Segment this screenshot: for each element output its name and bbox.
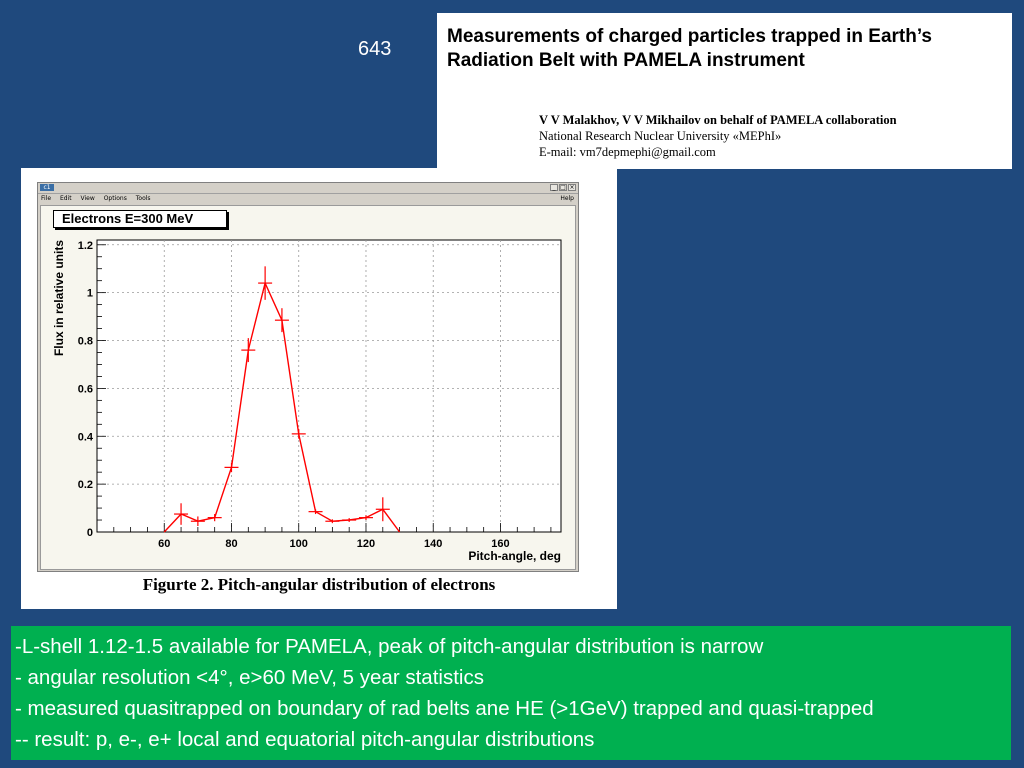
x-tick-label: 160 <box>491 538 509 550</box>
y-tick-label: 0.4 <box>78 431 94 443</box>
plot-frame <box>96 239 562 533</box>
paper-title-line-2: Radiation Belt with PAMELA instrument <box>447 50 805 71</box>
window-menubar: File Edit View Options Tools Help <box>38 194 578 203</box>
x-tick-label: 60 <box>158 538 170 550</box>
window-titlebar: c1 _ □ × <box>38 183 578 194</box>
paper-header-card: Measurements of charged particles trappe… <box>437 13 1012 169</box>
figure-caption: Figurte 2. Pitch-angular distribution of… <box>142 575 496 594</box>
x-tick-label: 120 <box>357 538 375 550</box>
summary-line-1: -L-shell 1.12-1.5 available for PAMELA, … <box>15 635 764 658</box>
slide-number: 643 <box>358 38 392 60</box>
y-tick-label: 0.2 <box>78 479 93 491</box>
summary-line-3: - measured quasitrapped on boundary of r… <box>15 697 874 720</box>
x-tick-label: 100 <box>290 538 308 550</box>
y-axis-label: Flux in relative units <box>52 240 66 356</box>
y-tick-label: 1 <box>87 288 93 300</box>
y-tick-label: 0 <box>87 527 93 539</box>
paper-authors-block: V V Malakhov, V V Mikhailov on behalf of… <box>539 112 897 160</box>
x-axis-label: Pitch-angle, deg <box>468 549 561 563</box>
window-app-icon: c1 <box>40 184 54 191</box>
menu-view[interactable]: View <box>80 195 95 202</box>
plot-canvas: 60 80 100 120 140 160 0 0.2 0.4 0.6 0.8 1 1.2 Pitch-a… <box>40 205 576 570</box>
menu-help[interactable]: Help <box>560 195 574 202</box>
x-tick-label: 80 <box>225 538 237 550</box>
menu-edit[interactable]: Edit <box>59 195 72 202</box>
paper-affiliation: National Research Nuclear University «ME… <box>539 129 782 143</box>
plot-area: 60 80 100 120 140 160 0 0.2 0.4 0.6 0.8 1 1.2 Pitch-a… <box>52 239 562 563</box>
root-canvas-window: c1 _ □ × File Edit View Options Tools He… <box>37 182 579 572</box>
minimize-button[interactable]: _ <box>550 184 558 191</box>
chart-title: Electrons E=300 MeV <box>53 210 227 228</box>
x-tick-label: 140 <box>424 538 442 550</box>
menu-tools[interactable]: Tools <box>135 195 151 202</box>
figure-card: c1 _ □ × File Edit View Options Tools He… <box>21 168 617 609</box>
summary-line-2: - angular resolution <4°, e>60 MeV, 5 ye… <box>15 666 484 689</box>
menu-options[interactable]: Options <box>103 195 127 202</box>
y-tick-label: 0.6 <box>78 383 93 395</box>
paper-title-line-1: Measurements of charged particles trappe… <box>447 26 932 47</box>
y-tick-label: 1.2 <box>78 240 93 252</box>
summary-box: -L-shell 1.12-1.5 available for PAMELA, … <box>11 626 1011 760</box>
close-button[interactable]: × <box>568 184 576 191</box>
paper-email: E-mail: vm7depmephi@gmail.com <box>539 145 716 159</box>
paper-title: Measurements of charged particles trappe… <box>447 25 1002 73</box>
paper-authors: V V Malakhov, V V Mikhailov on behalf of… <box>539 113 897 127</box>
summary-line-4: -- result: p, e-, e+ local and equatoria… <box>15 728 595 751</box>
window-controls: _ □ × <box>550 184 576 191</box>
y-tick-label: 0.8 <box>78 336 93 348</box>
menu-file[interactable]: File <box>41 195 52 202</box>
maximize-button[interactable]: □ <box>559 184 567 191</box>
